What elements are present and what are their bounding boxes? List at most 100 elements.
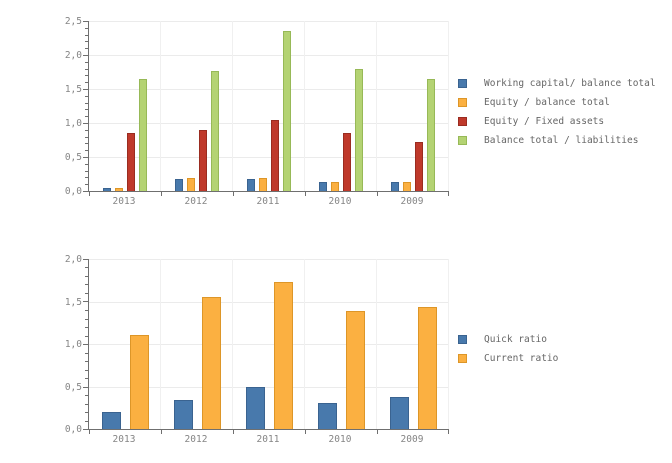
y-axis-tick (85, 171, 88, 172)
gridline-vertical (448, 21, 449, 191)
y-axis-label: 1,0 (64, 118, 82, 129)
x-axis-tick (448, 430, 449, 434)
gridline-horizontal (89, 123, 449, 124)
legend-swatch (458, 117, 467, 126)
bar (211, 71, 219, 191)
legend-item: Working capital/ balance total (458, 74, 656, 93)
y-axis-label: 0,0 (64, 424, 82, 435)
plot-area (83, 259, 449, 434)
legend-label: Quick ratio (484, 334, 547, 345)
gridline-vertical (232, 21, 233, 191)
legend-swatch (458, 136, 467, 145)
y-axis-tick (83, 21, 88, 22)
legend-swatch (458, 98, 467, 107)
x-axis-label: 2011 (256, 196, 280, 207)
x-axis-tick (305, 430, 306, 434)
x-axis-label: 2009 (400, 196, 424, 207)
y-axis-tick (85, 353, 88, 354)
gridline-vertical (160, 21, 161, 191)
bar (245, 387, 265, 429)
bar (115, 188, 123, 191)
y-axis-tick (85, 35, 88, 36)
x-axis-label: 2010 (328, 434, 352, 445)
y-axis-tick (85, 310, 88, 311)
bar (201, 297, 221, 429)
y-axis-tick (85, 82, 88, 83)
bar (391, 182, 399, 191)
y-axis-tick (85, 319, 88, 320)
gridline-horizontal (89, 387, 449, 388)
y-axis-tick (85, 404, 88, 405)
bar (331, 182, 339, 191)
y-axis-label: 2,0 (64, 50, 82, 61)
y-axis-tick (85, 267, 88, 268)
x-axis-tick (233, 430, 234, 434)
legend: Quick ratio Current ratio (458, 330, 558, 368)
y-axis-tick (83, 344, 88, 345)
y-axis-tick (85, 96, 88, 97)
y-axis-label: 2,5 (64, 16, 82, 27)
y-axis-tick (85, 48, 88, 49)
gridline-vertical (376, 21, 377, 191)
bar-group-2009 (377, 259, 449, 429)
bar (273, 282, 293, 429)
bar-group-2011 (233, 259, 305, 429)
y-axis-tick (85, 177, 88, 178)
legend-swatch (458, 335, 467, 344)
y-axis-tick (85, 28, 88, 29)
y-axis-tick (83, 123, 88, 124)
bar-group-2012 (161, 21, 233, 191)
y-axis-label: 1,5 (64, 296, 82, 308)
plot-area (83, 21, 449, 196)
y-axis-tick (85, 276, 88, 277)
y-axis-tick (85, 370, 88, 371)
y-axis-tick (85, 284, 88, 285)
bar (103, 188, 111, 191)
bar (127, 133, 135, 191)
bar-group-2013 (89, 259, 161, 429)
x-axis-label: 2009 (400, 434, 424, 445)
legend-label: Current ratio (484, 353, 559, 364)
legend-item: Balance total / liabilities (458, 131, 656, 150)
y-axis-tick (85, 293, 88, 294)
y-axis-tick (85, 137, 88, 138)
bar (247, 179, 255, 191)
x-axis-tick (377, 430, 378, 434)
y-axis-tick (85, 184, 88, 185)
gridline-horizontal (89, 55, 449, 56)
bar (175, 179, 183, 191)
y-axis-tick (83, 157, 88, 158)
gridline-horizontal (89, 302, 449, 303)
y-axis-tick (85, 421, 88, 422)
y-axis-tick (83, 429, 88, 430)
y-axis-tick (85, 143, 88, 144)
gridline-vertical (232, 259, 233, 429)
x-axis-tick (233, 192, 234, 196)
y-axis-tick (85, 336, 88, 337)
legend-swatch (458, 79, 467, 88)
x-axis-tick (89, 430, 90, 434)
bar (173, 400, 193, 429)
bar (187, 178, 195, 191)
y-axis-tick (85, 75, 88, 76)
x-axis-tick (305, 192, 306, 196)
bar-group-2010 (305, 259, 377, 429)
y-axis-tick (85, 150, 88, 151)
y-axis-tick (83, 259, 88, 260)
bar (283, 31, 291, 191)
x-axis-tick (161, 192, 162, 196)
legend-item: Equity / Fixed assets (458, 112, 656, 131)
bar (389, 397, 409, 429)
bar (427, 79, 435, 191)
y-axis-tick (85, 327, 88, 328)
gridline-vertical (376, 259, 377, 429)
bar-group-2011 (233, 21, 305, 191)
legend-label: Working capital/ balance total (484, 78, 656, 89)
legend-item: Equity / balance total (458, 93, 656, 112)
liquidity-ratios-chart: Quick ratio Current ratio 2013 2012 2011 201… (0, 238, 672, 463)
y-axis-tick (83, 301, 88, 302)
bar (271, 120, 279, 191)
legend-label: Equity / Fixed assets (484, 116, 605, 127)
bar (343, 133, 351, 191)
gridline-horizontal (89, 157, 449, 158)
